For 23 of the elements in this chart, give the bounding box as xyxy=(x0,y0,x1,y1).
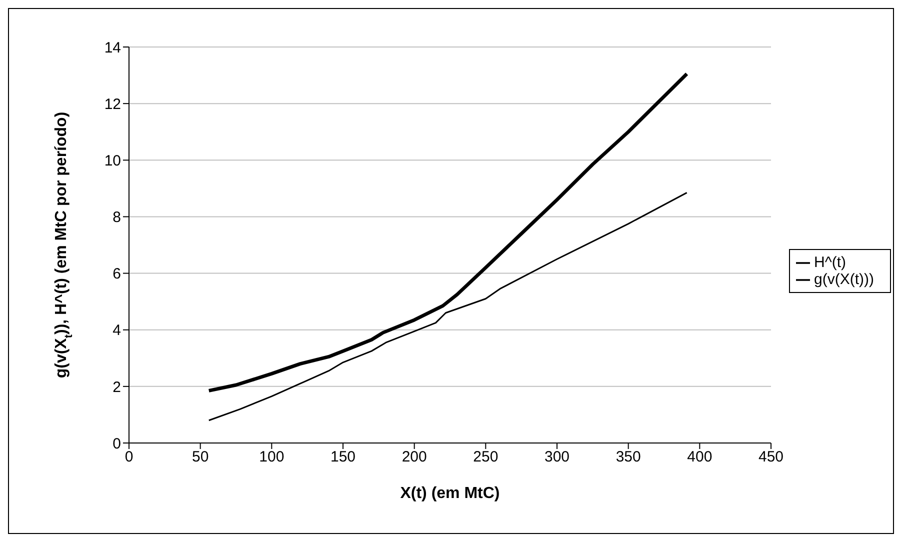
x-tick-label: 400 xyxy=(687,448,712,466)
y-tick-label: 2 xyxy=(112,378,121,396)
x-tick-label: 350 xyxy=(616,448,641,466)
line-series xyxy=(208,192,688,422)
x-axis-title: X(t) (em MtC) xyxy=(400,485,500,502)
y-tick-label: 14 xyxy=(104,39,121,56)
legend-label: H^(t) xyxy=(814,254,846,271)
y-tick-label: 0 xyxy=(112,435,121,452)
x-tick-label: 300 xyxy=(544,448,570,466)
y-tick-label: 4 xyxy=(112,322,121,340)
x-tick-label: 250 xyxy=(473,448,498,466)
y-tick-label: 10 xyxy=(104,152,121,170)
x-tick-label: 100 xyxy=(259,448,284,466)
y-tick-label: 8 xyxy=(112,209,121,226)
x-tick-label: 200 xyxy=(402,448,427,466)
legend-label: g(v(X(t))) xyxy=(814,271,874,288)
x-tick-label: 450 xyxy=(758,448,784,466)
y-tick-label: 12 xyxy=(104,96,121,113)
x-tick-label: 150 xyxy=(330,448,356,466)
y-tick-label: 6 xyxy=(112,266,121,283)
line-series xyxy=(207,72,689,392)
x-tick-label: 0 xyxy=(124,448,134,466)
x-tick-label: 50 xyxy=(192,448,209,466)
